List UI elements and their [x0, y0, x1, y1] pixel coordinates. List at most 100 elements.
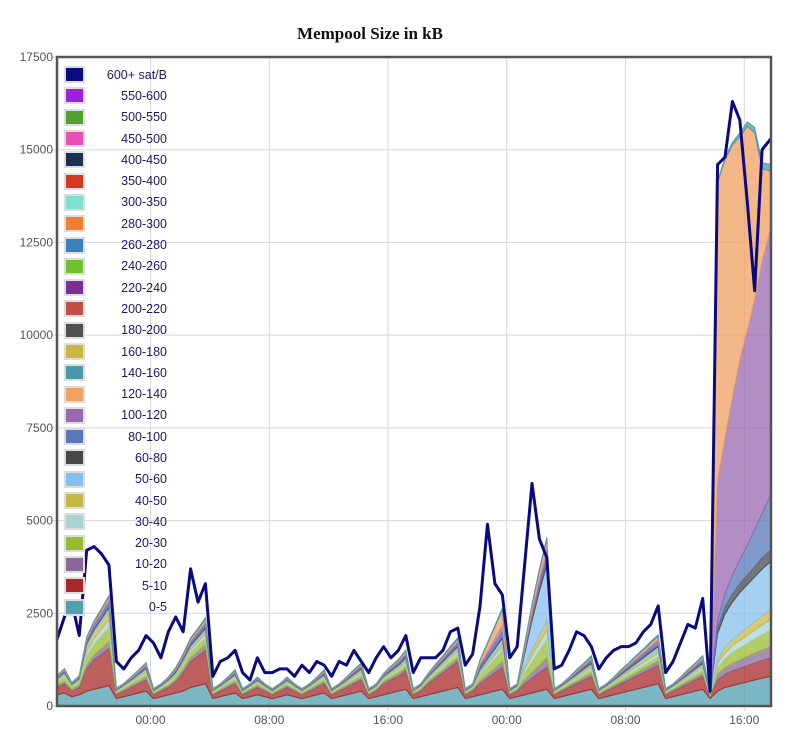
- legend-label: 50-60: [135, 472, 167, 487]
- legend-swatch: [64, 406, 85, 424]
- y-tick-label: 17500: [20, 50, 54, 64]
- legend-swatch: [64, 513, 85, 531]
- legend-item[interactable]: 450-500: [64, 128, 167, 149]
- y-tick-label: 15000: [20, 143, 54, 157]
- legend-label: 100-120: [121, 408, 167, 423]
- legend-item[interactable]: 10-20: [64, 554, 167, 575]
- legend-swatch: [64, 449, 85, 467]
- y-tick-label: 5000: [26, 514, 53, 528]
- x-tick-label: 00:00: [492, 713, 522, 727]
- legend-label: 400-450: [121, 152, 167, 167]
- legend-label: 80-100: [128, 429, 167, 444]
- legend-label: 30-40: [135, 514, 167, 529]
- chart-title: Mempool Size in kB: [297, 24, 443, 43]
- y-axis: 0 2500 5000 7500 10000 12500 15000 17500: [20, 50, 54, 713]
- legend-swatch: [64, 385, 85, 403]
- legend-item[interactable]: 80-100: [64, 426, 167, 447]
- legend-label: 40-50: [135, 493, 167, 508]
- legend-label: 5-10: [141, 578, 167, 593]
- legend-label: 140-160: [121, 365, 167, 380]
- x-tick-label: 08:00: [254, 713, 284, 727]
- x-axis: 00:00 08:00 16:00 00:00 08:00 16:00: [136, 713, 760, 727]
- legend-label: 450-500: [121, 131, 167, 146]
- legend-label: 120-140: [121, 387, 167, 402]
- legend-item[interactable]: 40-50: [64, 490, 167, 511]
- legend-swatch: [64, 66, 85, 84]
- x-tick-label: 08:00: [611, 713, 641, 727]
- legend-item[interactable]: 30-40: [64, 511, 167, 532]
- legend-swatch: [64, 343, 85, 360]
- legend-label: 240-260: [121, 259, 167, 274]
- legend-swatch: [64, 172, 85, 190]
- legend-swatch: [64, 492, 85, 510]
- x-tick-label: 00:00: [136, 713, 166, 727]
- legend-item[interactable]: 280-300: [64, 213, 167, 234]
- legend-item[interactable]: 350-400: [64, 170, 167, 191]
- y-tick-label: 10000: [20, 328, 54, 342]
- series-line-600-plus: [55, 100, 773, 693]
- legend-swatch: [64, 193, 85, 211]
- legend-item[interactable]: 300-350: [64, 192, 167, 213]
- legend-item[interactable]: 140-160: [64, 362, 167, 383]
- legend-swatch: [64, 300, 85, 318]
- legend-item[interactable]: 180-200: [64, 320, 167, 341]
- legend-label: 220-240: [121, 280, 167, 295]
- legend-label: 160-180: [121, 344, 167, 359]
- legend-label: 0-5: [148, 600, 167, 615]
- legend-swatch: [64, 151, 85, 169]
- legend-item[interactable]: 5-10: [64, 575, 167, 596]
- legend-swatch: [64, 364, 85, 382]
- plot-frame: [55, 55, 773, 708]
- legend-label: 20-30: [135, 536, 167, 551]
- legend-label: 280-300: [121, 216, 167, 231]
- legend-swatch: [64, 279, 85, 297]
- legend-swatch: [64, 257, 85, 275]
- legend: 600+ sat/B 550-600 500-550 450-500 400-450 35…: [64, 64, 167, 618]
- legend-swatch: [64, 215, 85, 233]
- legend-item[interactable]: 160-180: [64, 341, 167, 362]
- legend-swatch: [64, 87, 85, 105]
- legend-label: 500-550: [121, 110, 167, 125]
- legend-item[interactable]: 260-280: [64, 234, 167, 255]
- legend-item[interactable]: 60-80: [64, 447, 167, 468]
- legend-swatch: [64, 577, 85, 595]
- legend-swatch: [64, 130, 85, 148]
- legend-item[interactable]: 240-260: [64, 256, 167, 277]
- legend-item[interactable]: 20-30: [64, 533, 167, 554]
- legend-swatch: [64, 555, 85, 573]
- y-tick-label: 2500: [26, 606, 53, 620]
- legend-label: 600+ sat/B: [106, 67, 167, 82]
- legend-label: 10-20: [135, 557, 167, 572]
- legend-label: 550-600: [121, 88, 167, 103]
- legend-swatch: [64, 428, 85, 446]
- legend-item[interactable]: 200-220: [64, 298, 167, 319]
- legend-swatch: [64, 321, 85, 339]
- legend-item[interactable]: 400-450: [64, 149, 167, 170]
- legend-item[interactable]: 600+ sat/B: [64, 64, 167, 85]
- x-tick-label: 16:00: [729, 713, 759, 727]
- legend-swatch: [64, 598, 85, 616]
- legend-swatch: [64, 236, 85, 254]
- legend-swatch: [64, 108, 85, 126]
- legend-item[interactable]: 550-600: [64, 85, 167, 106]
- legend-item[interactable]: 0-5: [64, 596, 167, 617]
- legend-label: 60-80: [135, 450, 167, 465]
- legend-item[interactable]: 100-120: [64, 405, 167, 426]
- legend-label: 350-400: [121, 174, 167, 189]
- y-tick-label: 12500: [20, 235, 54, 249]
- total-line-layer: [55, 100, 773, 693]
- legend-item[interactable]: 50-60: [64, 469, 167, 490]
- y-tick-label: 7500: [26, 421, 53, 435]
- legend-swatch: [64, 534, 85, 552]
- legend-label: 180-200: [121, 323, 167, 338]
- legend-item[interactable]: 120-140: [64, 383, 167, 404]
- legend-label: 260-280: [121, 238, 167, 253]
- x-tick-label: 16:00: [373, 713, 403, 727]
- legend-swatch: [64, 470, 85, 488]
- legend-item[interactable]: 500-550: [64, 107, 167, 128]
- legend-label: 300-350: [121, 195, 167, 210]
- grid: [51, 56, 771, 711]
- legend-label: 200-220: [121, 301, 167, 316]
- legend-item[interactable]: 220-240: [64, 277, 167, 298]
